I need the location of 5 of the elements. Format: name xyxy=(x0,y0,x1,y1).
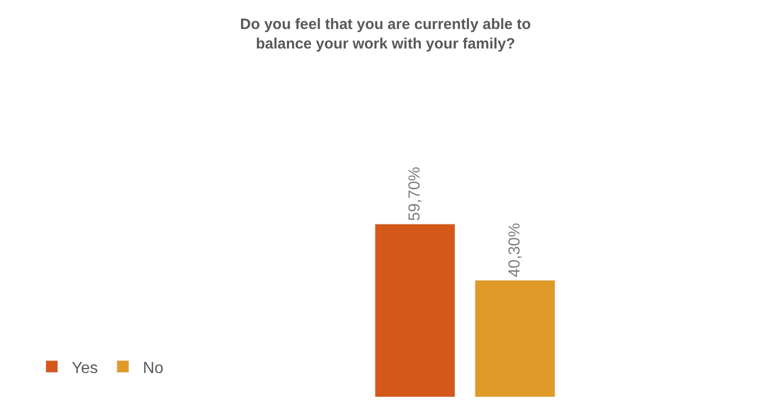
data-label: 40,30% xyxy=(506,222,524,278)
legend-label: Yes xyxy=(72,360,98,377)
chart-title: Do you feel that you are currently able to balance your work with your family? xyxy=(240,16,531,53)
legend-label: No xyxy=(142,360,164,377)
data-label: 59,70% xyxy=(406,166,424,222)
